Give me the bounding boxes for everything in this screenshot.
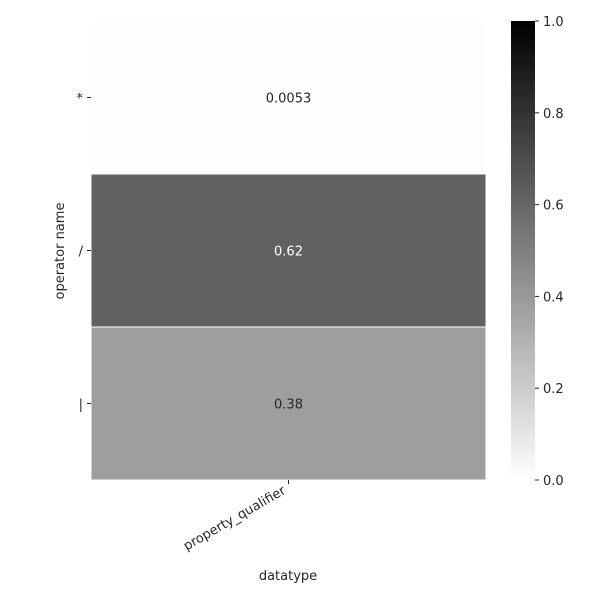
heatmap-cell-labels: 0.0053 0.62 0.38: [266, 92, 312, 413]
heatmap-cells: [90, 20, 487, 481]
y-axis: * / |: [77, 92, 91, 413]
colorbar-tick-label: 0.0: [543, 474, 564, 489]
cell-value-label: 0.38: [274, 398, 303, 413]
colorbar-tick-label: 1.0: [543, 15, 564, 30]
y-tick-label: |: [79, 398, 83, 413]
y-tick-label: *: [77, 92, 84, 107]
cell-value-label: 0.62: [274, 245, 303, 260]
colorbar: [511, 21, 535, 480]
heatmap-cell: [90, 20, 487, 175]
colorbar-tick-label: 0.8: [543, 107, 564, 122]
colorbar-tick-label: 0.2: [543, 382, 564, 397]
colorbar-tick-label: 0.4: [543, 290, 564, 305]
heatmap-cell: [90, 173, 487, 328]
y-axis-label: operator name: [53, 203, 68, 300]
colorbar-ticks: 0.0 0.2 0.4 0.6 0.8 1.0: [535, 15, 564, 489]
colorbar-tick-label: 0.6: [543, 199, 564, 214]
heatmap-cell: [90, 326, 487, 481]
x-axis-label: datatype: [259, 569, 317, 584]
y-tick-label: /: [79, 245, 84, 260]
cell-value-label: 0.0053: [266, 92, 312, 107]
